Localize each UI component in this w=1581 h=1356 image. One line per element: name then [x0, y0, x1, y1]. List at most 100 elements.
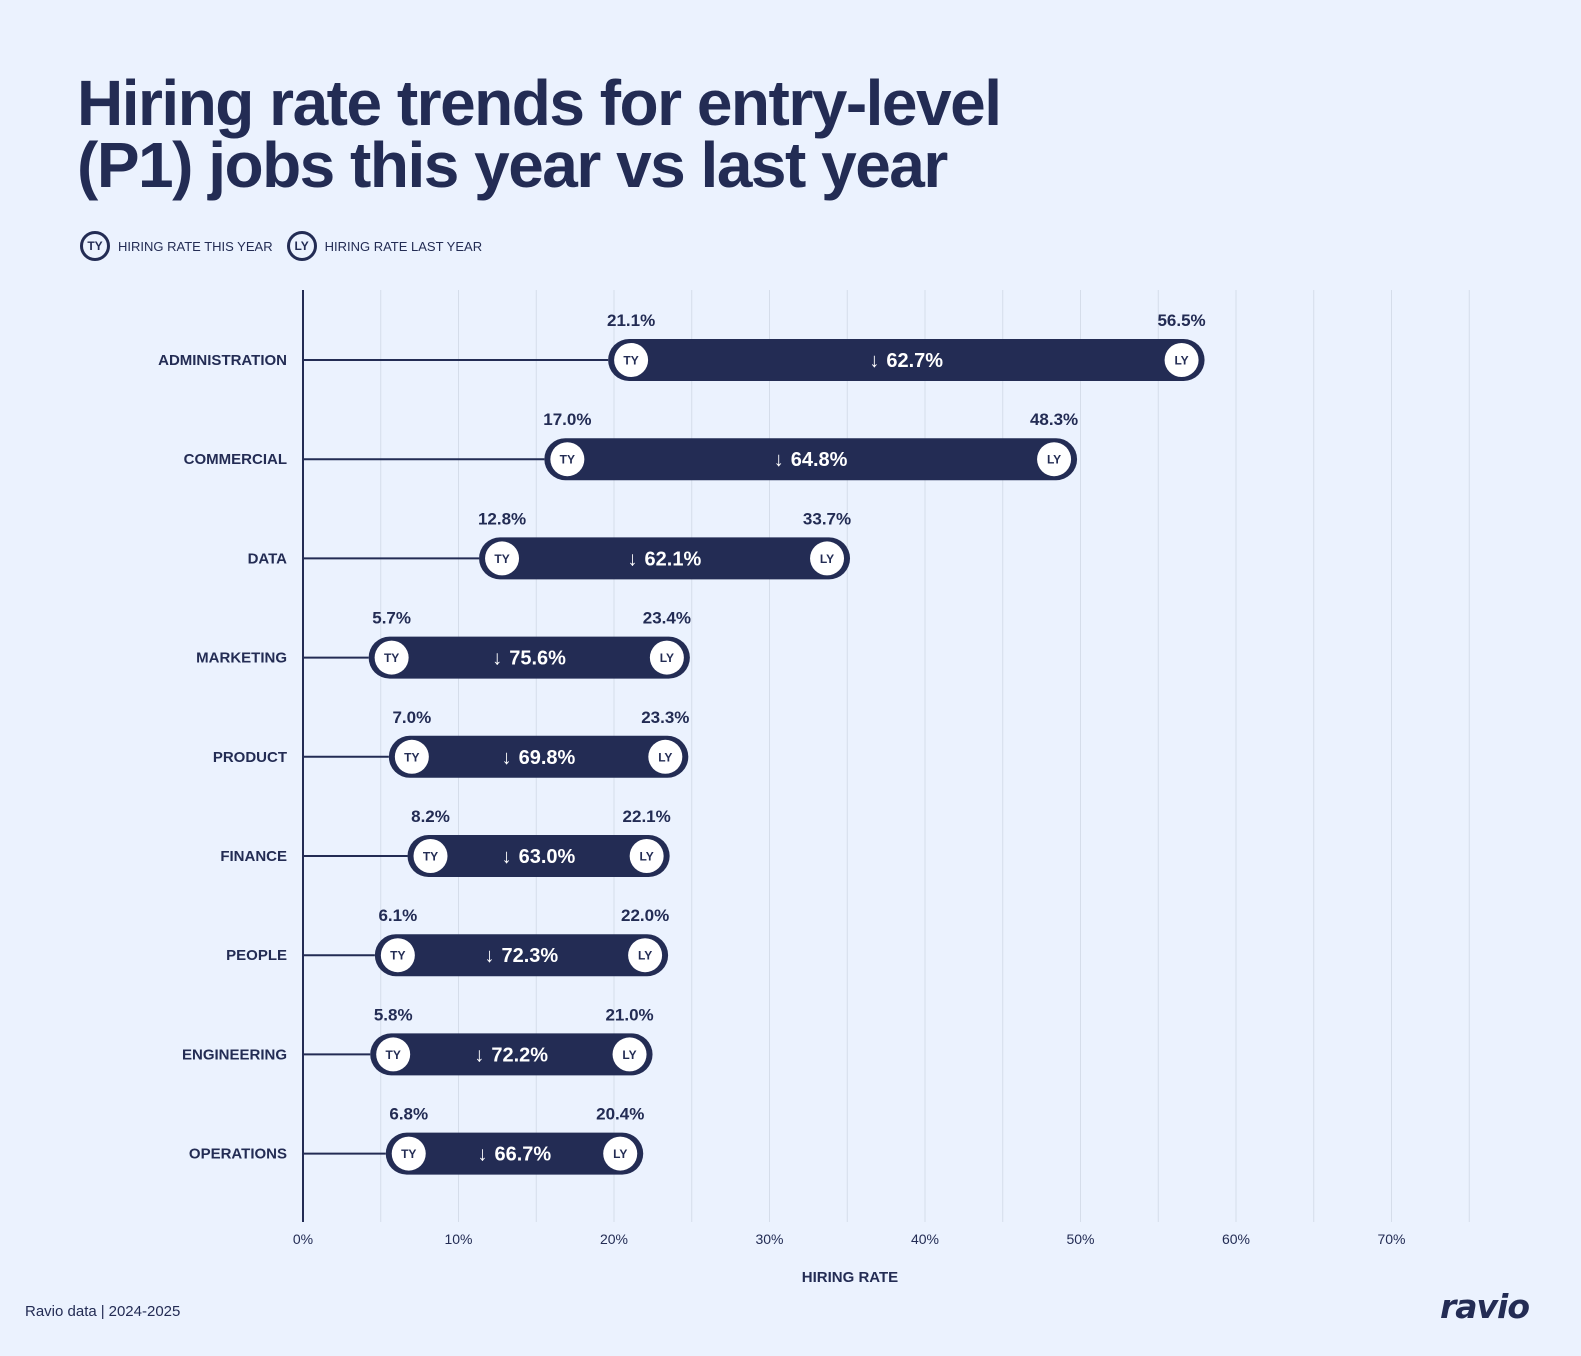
ly-value-label: 21.0%: [605, 1005, 653, 1024]
category-label: OPERATIONS: [189, 1146, 287, 1163]
ty-badge-text: TY: [623, 354, 638, 368]
ty-badge-icon: [376, 1037, 411, 1072]
x-tick-label: 40%: [911, 1231, 939, 1247]
ty-value-label: 17.0%: [543, 410, 591, 429]
change-label: 66.7%: [494, 1144, 551, 1166]
ty-value-label: 7.0%: [392, 708, 431, 727]
legend-item-last-year: LY HIRING RATE LAST YEAR: [286, 231, 483, 261]
ty-badge-icon: [394, 739, 429, 774]
range-bar: [368, 636, 690, 679]
ravio-logo: ravio: [1439, 1287, 1530, 1326]
x-tick-label: 30%: [755, 1231, 783, 1247]
ly-badge-text: LY: [638, 949, 652, 963]
x-tick-label: 10%: [444, 1231, 472, 1247]
ty-value-label: 8.2%: [411, 807, 450, 826]
down-arrow-icon: ↓: [502, 846, 512, 868]
ly-badge-icon: [810, 541, 845, 576]
ly-badge-text: LY: [622, 1048, 636, 1062]
ty-badge-icon: [374, 640, 409, 675]
legend-label-this-year: HIRING RATE THIS YEAR: [118, 238, 273, 254]
change-label: 64.8%: [791, 449, 848, 471]
ty-badge-text: TY: [384, 651, 399, 665]
ly-badge-icon: [649, 640, 684, 675]
title-line-2: (P1) jobs this year vs last year: [77, 129, 948, 201]
x-axis-label: HIRING RATE: [802, 1269, 898, 1286]
source-years: 2024-2025: [108, 1303, 181, 1320]
range-bar: [374, 934, 669, 977]
category-label: FINANCE: [220, 848, 287, 865]
legend-item-this-year: TY HIRING RATE THIS YEAR: [80, 231, 273, 261]
change-label: 72.2%: [491, 1044, 548, 1066]
down-arrow-icon: ↓: [869, 350, 879, 372]
down-arrow-icon: ↓: [502, 747, 512, 769]
range-bar: [388, 735, 689, 778]
ty-badge-text: TY: [423, 850, 438, 864]
ly-badge-text: LY: [640, 850, 654, 864]
ly-badge-icon: [612, 1037, 647, 1072]
ly-badge-icon: [628, 938, 663, 973]
source-separator: |: [100, 1303, 105, 1320]
change-label: 69.8%: [519, 747, 576, 769]
source-label: Ravio data: [25, 1303, 97, 1320]
legend-label-last-year: HIRING RATE LAST YEAR: [324, 238, 483, 254]
ty-badge-icon: [485, 541, 520, 576]
ly-value-label: 23.3%: [641, 708, 689, 727]
change-label: 62.1%: [645, 548, 702, 570]
ty-badge-icon: [614, 343, 649, 377]
ly-badge-text: LY: [1174, 354, 1188, 368]
ly-badge-icon: [1037, 442, 1072, 477]
ly-value-label: 23.4%: [643, 609, 691, 628]
ly-badge-icon: LY: [286, 231, 317, 261]
ly-value-label: 56.5%: [1157, 311, 1205, 330]
down-arrow-icon: ↓: [477, 1144, 487, 1166]
ly-badge-text: LY: [613, 1147, 627, 1161]
category-label: MARKETING: [196, 650, 287, 667]
x-tick-label: 0%: [293, 1231, 313, 1247]
ly-badge-text: LY: [1047, 453, 1061, 467]
ly-value-label: 22.1%: [623, 807, 671, 826]
ty-value-label: 21.1%: [607, 311, 655, 330]
down-arrow-icon: ↓: [492, 648, 502, 670]
ty-badge-icon: [391, 1136, 426, 1171]
ty-badge-icon: [413, 839, 448, 873]
ty-value-label: 5.7%: [372, 609, 411, 628]
category-label: ADMINISTRATION: [158, 352, 287, 369]
category-label: ENGINEERING: [182, 1046, 287, 1063]
change-label: 72.3%: [501, 945, 558, 967]
ly-value-label: 48.3%: [1030, 410, 1078, 429]
range-bar: [479, 537, 851, 580]
ly-value-label: 33.7%: [803, 509, 851, 528]
x-tick-label: 70%: [1377, 1231, 1405, 1247]
x-tick-label: 60%: [1222, 1231, 1250, 1247]
ty-value-label: 5.8%: [374, 1005, 413, 1024]
ty-badge-text: TY: [390, 949, 405, 963]
range-bar: [407, 835, 670, 877]
down-arrow-icon: ↓: [484, 945, 494, 967]
ty-badge-text: TY: [386, 1048, 401, 1062]
ly-badge-text: LY: [820, 552, 834, 566]
footer-source: Ravio data | 2024-2025: [25, 1303, 180, 1320]
range-bar: [370, 1033, 653, 1076]
change-label: 63.0%: [519, 846, 576, 868]
x-tick-label: 50%: [1066, 1231, 1094, 1247]
down-arrow-icon: ↓: [774, 449, 784, 471]
change-label: 62.7%: [886, 350, 943, 372]
down-arrow-icon: ↓: [628, 548, 638, 570]
down-arrow-icon: ↓: [474, 1044, 484, 1066]
range-bar: [544, 438, 1078, 481]
ty-value-label: 12.8%: [478, 509, 526, 528]
ty-badge-icon: [380, 938, 415, 973]
ly-badge-icon: [603, 1136, 638, 1171]
ly-badge-icon: [629, 839, 664, 873]
category-label: PRODUCT: [213, 749, 287, 766]
ly-badge-text: LY: [660, 651, 674, 665]
ly-badge-text: LY: [658, 750, 672, 764]
ty-badge-text: TY: [494, 552, 509, 566]
range-bar: [608, 339, 1205, 381]
category-label: PEOPLE: [226, 947, 287, 964]
ty-value-label: 6.8%: [389, 1105, 428, 1124]
range-bar: [385, 1132, 644, 1175]
ty-value-label: 6.1%: [378, 906, 417, 925]
category-label: DATA: [248, 550, 288, 567]
